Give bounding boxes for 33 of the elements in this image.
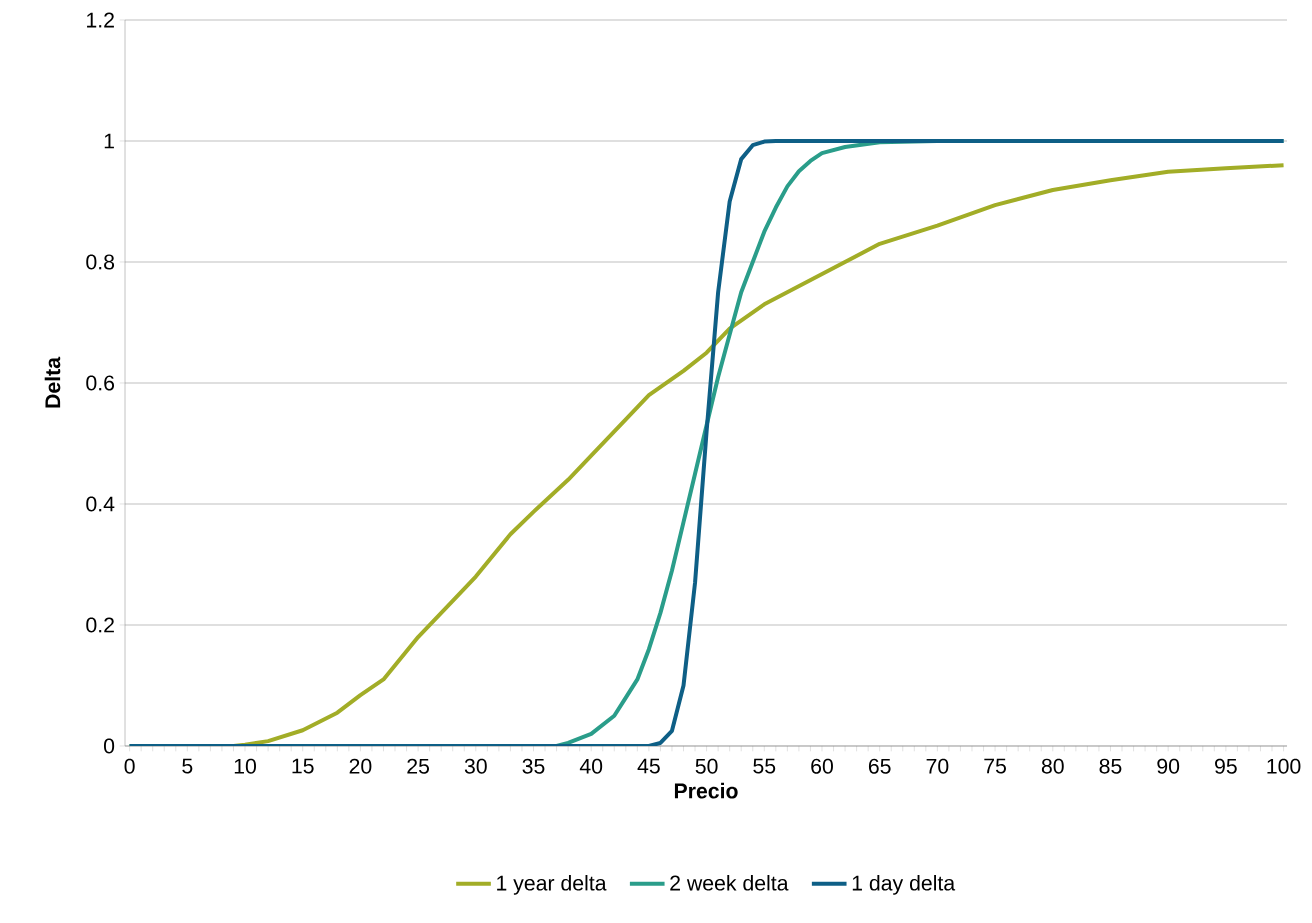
- x-tick-label: 70: [926, 758, 949, 774]
- x-axis-title: Precio: [674, 782, 738, 799]
- x-tick-label: 85: [1099, 758, 1122, 774]
- x-tick-label: 90: [1157, 758, 1180, 774]
- y-axis-title: Delta: [44, 356, 61, 408]
- x-tick-label: 55: [753, 758, 776, 774]
- x-tick-label: 60: [811, 758, 833, 774]
- y-tick-label: 1: [104, 133, 114, 149]
- x-tick-label: 65: [868, 758, 891, 774]
- x-tick-label: 5: [182, 758, 193, 774]
- x-tick-label: 95: [1215, 758, 1237, 774]
- y-tick-label: 0.4: [86, 496, 115, 512]
- y-tick-label: 0.6: [86, 375, 115, 391]
- x-tick-label: 15: [292, 758, 314, 774]
- x-tick-label: 25: [407, 758, 430, 774]
- y-tick-label: 0.8: [86, 254, 115, 270]
- y-tick-label: 0: [104, 738, 115, 754]
- x-tick-label: 80: [1041, 758, 1064, 774]
- legend-label: 1 year delta: [497, 874, 607, 895]
- legend-label: 2 week delta: [670, 874, 789, 891]
- x-tick-label: 0: [124, 758, 135, 774]
- x-tick-label: 75: [984, 758, 1006, 774]
- legend-label: 1 day delta: [852, 874, 956, 895]
- x-tick-label: 20: [349, 758, 372, 774]
- y-tick-label: 0.2: [86, 617, 114, 633]
- x-tick-label: 35: [522, 758, 545, 774]
- x-tick-label: 50: [695, 758, 718, 774]
- x-tick-label: 40: [579, 758, 603, 774]
- y-tick-label: 1.2: [87, 12, 114, 28]
- x-tick-label: 30: [464, 758, 487, 774]
- x-tick-label: 45: [637, 758, 660, 774]
- x-tick-label: 100: [1267, 758, 1301, 774]
- x-tick-label: 10: [234, 758, 256, 774]
